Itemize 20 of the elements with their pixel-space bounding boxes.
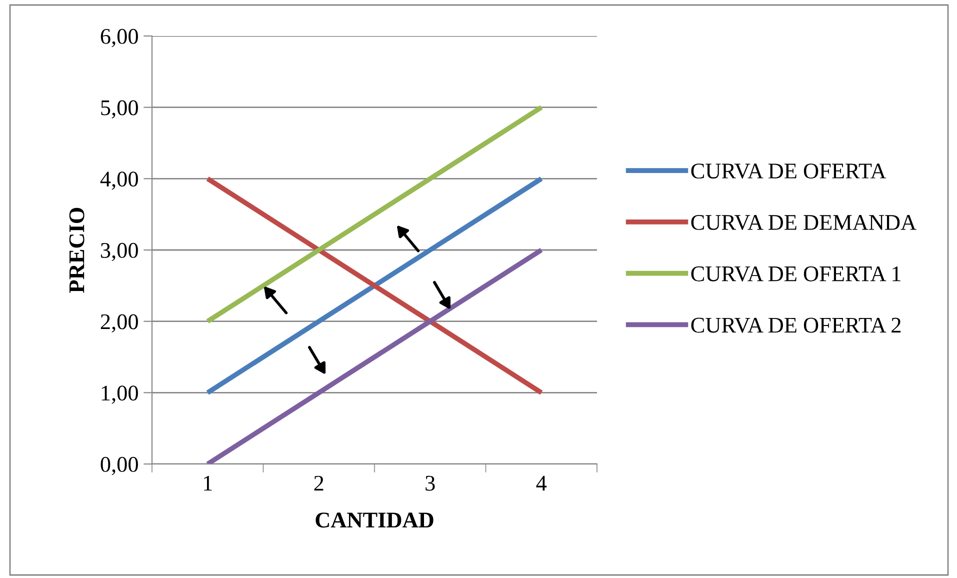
x-tick-label: 4: [536, 476, 547, 491]
y-tick-label: 5,00: [101, 100, 138, 118]
y-tick-label: 0,00: [100, 456, 138, 476]
y-tick-label: 2,00: [100, 314, 138, 332]
y-axis-title: PRECIO: [69, 208, 84, 293]
y-tick-label: 1,00: [102, 386, 138, 404]
legend-label: CURVA DE OFERTA: [691, 164, 886, 179]
y-tick-label: 4,00: [100, 172, 138, 190]
x-tick-label: 2: [314, 476, 324, 491]
y-tick-label: 6,00: [100, 28, 138, 48]
x-tick-label: 1: [204, 476, 212, 491]
line-series: [205, 104, 544, 324]
legend-label: CURVA DE OFERTA 1: [691, 266, 900, 282]
y-tick-label: 3,00: [100, 242, 138, 262]
legend-label: CURVA DE DEMANDA: [691, 214, 916, 230]
x-axis-title: CANTIDAD: [316, 512, 434, 528]
legend-label: CURVA DE OFERTA 2: [691, 318, 901, 333]
x-tick-label: 3: [426, 476, 435, 491]
line-series: [205, 248, 544, 464]
line-series: [205, 176, 544, 396]
